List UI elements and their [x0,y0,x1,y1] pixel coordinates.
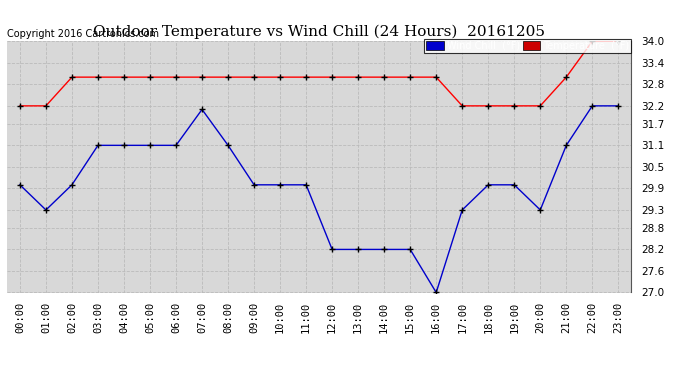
Legend: Wind Chill  (°F), Temperature  (°F): Wind Chill (°F), Temperature (°F) [424,39,631,53]
Text: Copyright 2016 Cartronics.com: Copyright 2016 Cartronics.com [7,29,159,39]
Title: Outdoor Temperature vs Wind Chill (24 Hours)  20161205: Outdoor Temperature vs Wind Chill (24 Ho… [93,24,545,39]
